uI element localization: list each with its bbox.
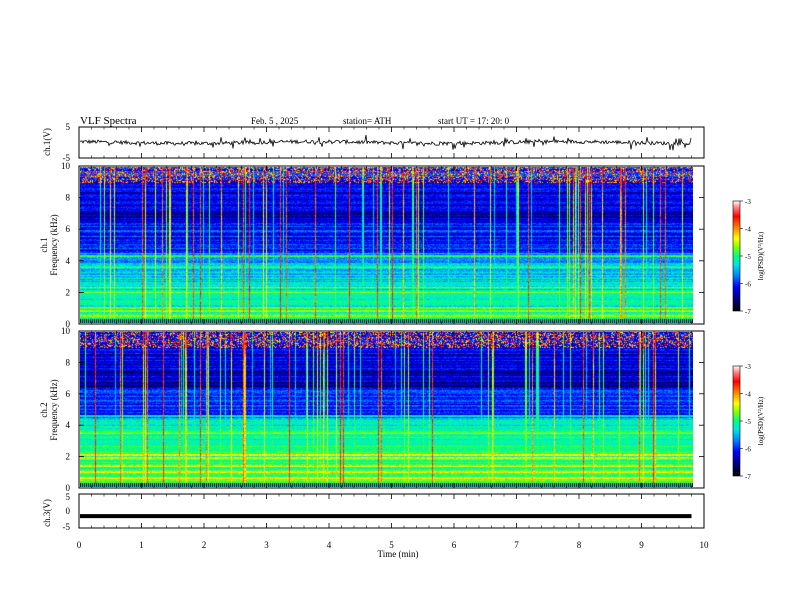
- x-tick-label: 0: [77, 540, 82, 550]
- freq-tick-label: 0: [66, 319, 71, 329]
- ch2-colorbar-label: log(PSD)(V²/Hz): [757, 396, 765, 445]
- x-tick-label: 10: [700, 540, 710, 550]
- ch1-ylabel: ch.1(V): [42, 128, 52, 156]
- x-tick-label: 5: [389, 540, 394, 550]
- x-tick-label: 2: [202, 540, 207, 550]
- ch3-waveform-frame: [78, 493, 705, 529]
- freq-tick-label: 6: [66, 224, 71, 234]
- x-tick-label: 7: [514, 540, 519, 550]
- ch1-waveform-trace: [79, 134, 692, 151]
- x-tick-label: 1: [139, 540, 144, 550]
- ch1-ytick-bottom: -5: [63, 153, 71, 163]
- colorbar-tick-label: -3: [745, 198, 751, 206]
- freq-tick-label: 2: [66, 287, 71, 297]
- ch2-spec-ylabel-2: Frequency (kHz): [49, 379, 59, 440]
- ch1-spec-ylabel-1: ch.1: [39, 237, 49, 252]
- x-tick-label: 3: [264, 540, 269, 550]
- ch1-colorbar: -3 -4 -5 -6 -7 log(PSD)(V²/Hz): [732, 198, 765, 316]
- ch1-spectrogram-panel: 0 2 4 6 8 10 ch.1 Frequency (kHz): [39, 161, 705, 329]
- x-axis-label: Time (min): [378, 549, 419, 559]
- x-tick-label: 9: [639, 540, 644, 550]
- ch3-ytick-top: 5: [66, 492, 71, 502]
- start-time-label: start UT = 17: 20: 0: [438, 116, 510, 126]
- ch1-ytick-top: 5: [66, 122, 71, 132]
- freq-tick-label: 8: [66, 193, 71, 203]
- ch1-colorbar-gradient: [732, 200, 741, 312]
- time-axis: 0 1 2 3 4 5 6 7 8 9 10: [77, 127, 709, 550]
- freq-tick-label: 6: [66, 389, 71, 399]
- x-tick-label: 6: [452, 540, 457, 550]
- colorbar-tick-label: -7: [745, 308, 751, 316]
- freq-tick-label: 10: [61, 326, 71, 336]
- colorbar-tick-label: -5: [745, 418, 751, 426]
- ch2-spectrogram-panel: 0 2 4 6 8 10 ch.2 Frequency (kHz): [39, 326, 705, 493]
- freq-tick-label: 4: [66, 420, 71, 430]
- station-label: station= ATH: [343, 116, 392, 126]
- ch1-spectrogram-image: [80, 167, 693, 323]
- ch3-ytick-mid: 0: [66, 506, 71, 516]
- freq-tick-label: 4: [66, 256, 71, 266]
- freq-tick-label: 8: [66, 357, 71, 367]
- colorbar-tick-label: -3: [745, 363, 751, 371]
- date-label: Feb. 5 , 2025: [251, 116, 299, 126]
- colorbar-tick-label: -4: [745, 226, 751, 234]
- freq-tick-label: 10: [61, 161, 71, 171]
- ch2-colorbar-gradient: [732, 365, 741, 477]
- freq-tick-label: 0: [66, 483, 71, 493]
- ch2-colorbar: -3 -4 -5 -6 -7 log(PSD)(V²/Hz): [732, 363, 765, 481]
- colorbar-tick-label: -5: [745, 253, 751, 261]
- colorbar-tick-label: -7: [745, 473, 751, 481]
- ch1-colorbar-label: log(PSD)(V²/Hz): [757, 231, 765, 280]
- ch3-ytick-bottom: -5: [63, 522, 71, 532]
- colorbar-tick-label: -6: [745, 446, 751, 454]
- colorbar-tick-label: -6: [745, 281, 751, 289]
- figure-title: VLF Spectra: [80, 115, 137, 127]
- ch2-spec-ylabel-1: ch.2: [39, 402, 49, 417]
- ch3-ylabel: ch.3(V): [42, 499, 52, 527]
- ch1-spec-ylabel-2: Frequency (kHz): [49, 214, 59, 275]
- x-tick-label: 4: [327, 540, 332, 550]
- ch2-spectrogram-image: [80, 332, 693, 487]
- colorbar-tick-label: -4: [745, 391, 751, 399]
- x-tick-label: 8: [577, 540, 582, 550]
- freq-tick-label: 2: [66, 452, 71, 462]
